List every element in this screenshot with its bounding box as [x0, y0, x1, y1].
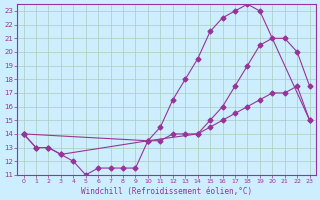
X-axis label: Windchill (Refroidissement éolien,°C): Windchill (Refroidissement éolien,°C) [81, 187, 252, 196]
